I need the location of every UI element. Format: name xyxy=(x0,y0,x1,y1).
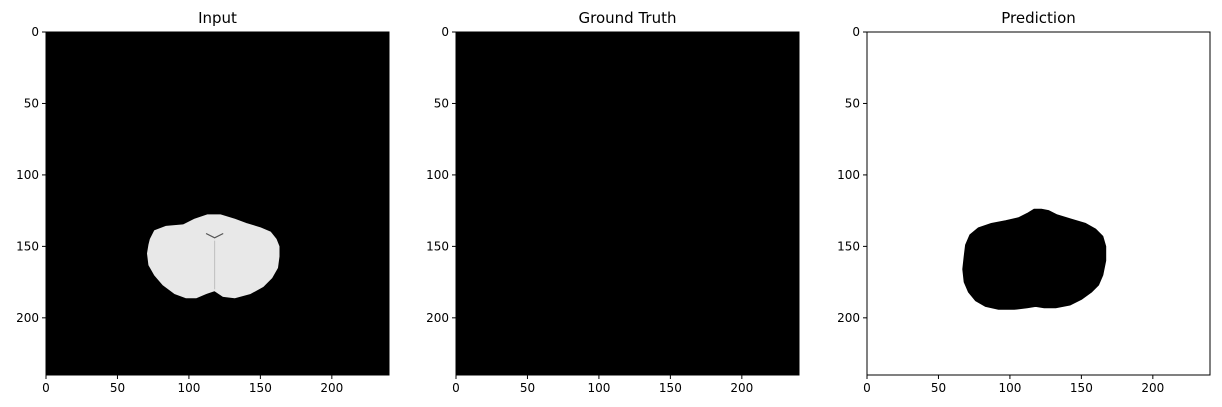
x-tick-label: 200 xyxy=(320,381,343,395)
y-tick-label: 100 xyxy=(837,168,860,182)
y-tick-label: 200 xyxy=(426,311,449,325)
x-tick-label: 50 xyxy=(110,381,125,395)
image-background xyxy=(867,32,1210,375)
x-tick-label: 200 xyxy=(1141,381,1164,395)
image-detail-line xyxy=(205,232,224,239)
y-tick-label: 200 xyxy=(837,311,860,325)
x-tick-label: 0 xyxy=(863,381,871,395)
x-tick-label: 150 xyxy=(659,381,682,395)
x-tick-label: 100 xyxy=(177,381,200,395)
panel-prediction: Prediction 0 50 100 150 200 0 50 100 150 200 xyxy=(837,9,1211,395)
image-region xyxy=(147,214,280,299)
panel-input: Input 0 50 100 150 200 0 50 100 150 200 xyxy=(16,9,390,395)
panel-title: Ground Truth xyxy=(579,9,677,27)
axes-frame xyxy=(455,31,800,376)
y-tick-label: 0 xyxy=(441,25,449,39)
x-tick-label: 150 xyxy=(1070,381,1093,395)
panel-title: Input xyxy=(198,9,237,27)
y-tick-label: 50 xyxy=(845,96,860,110)
y-tick-label: 100 xyxy=(426,168,449,182)
panel-ground-truth: Ground Truth 0 50 100 150 200 0 50 100 150 200 xyxy=(426,9,800,395)
y-tick-label: 150 xyxy=(16,239,39,253)
x-tick-label: 150 xyxy=(249,381,272,395)
panel-title: Prediction xyxy=(1001,9,1076,27)
axes-frame xyxy=(45,31,390,376)
y-tick-label: 150 xyxy=(426,239,449,253)
x-tick-label: 200 xyxy=(730,381,753,395)
image-region xyxy=(962,208,1107,310)
y-tick-label: 50 xyxy=(434,96,449,110)
y-tick-label: 100 xyxy=(16,168,39,182)
x-tick-label: 0 xyxy=(452,381,460,395)
axes-frame xyxy=(866,31,1211,376)
x-tick-label: 50 xyxy=(931,381,946,395)
image-background xyxy=(46,32,389,375)
x-tick-label: 0 xyxy=(42,381,50,395)
y-tick-label: 50 xyxy=(24,96,39,110)
x-tick-label: 50 xyxy=(520,381,535,395)
image-background xyxy=(456,32,799,375)
x-tick-label: 100 xyxy=(998,381,1021,395)
y-tick-label: 0 xyxy=(852,25,860,39)
y-tick-label: 200 xyxy=(16,311,39,325)
y-tick-label: 0 xyxy=(31,25,39,39)
y-tick-label: 150 xyxy=(837,239,860,253)
x-tick-label: 100 xyxy=(587,381,610,395)
